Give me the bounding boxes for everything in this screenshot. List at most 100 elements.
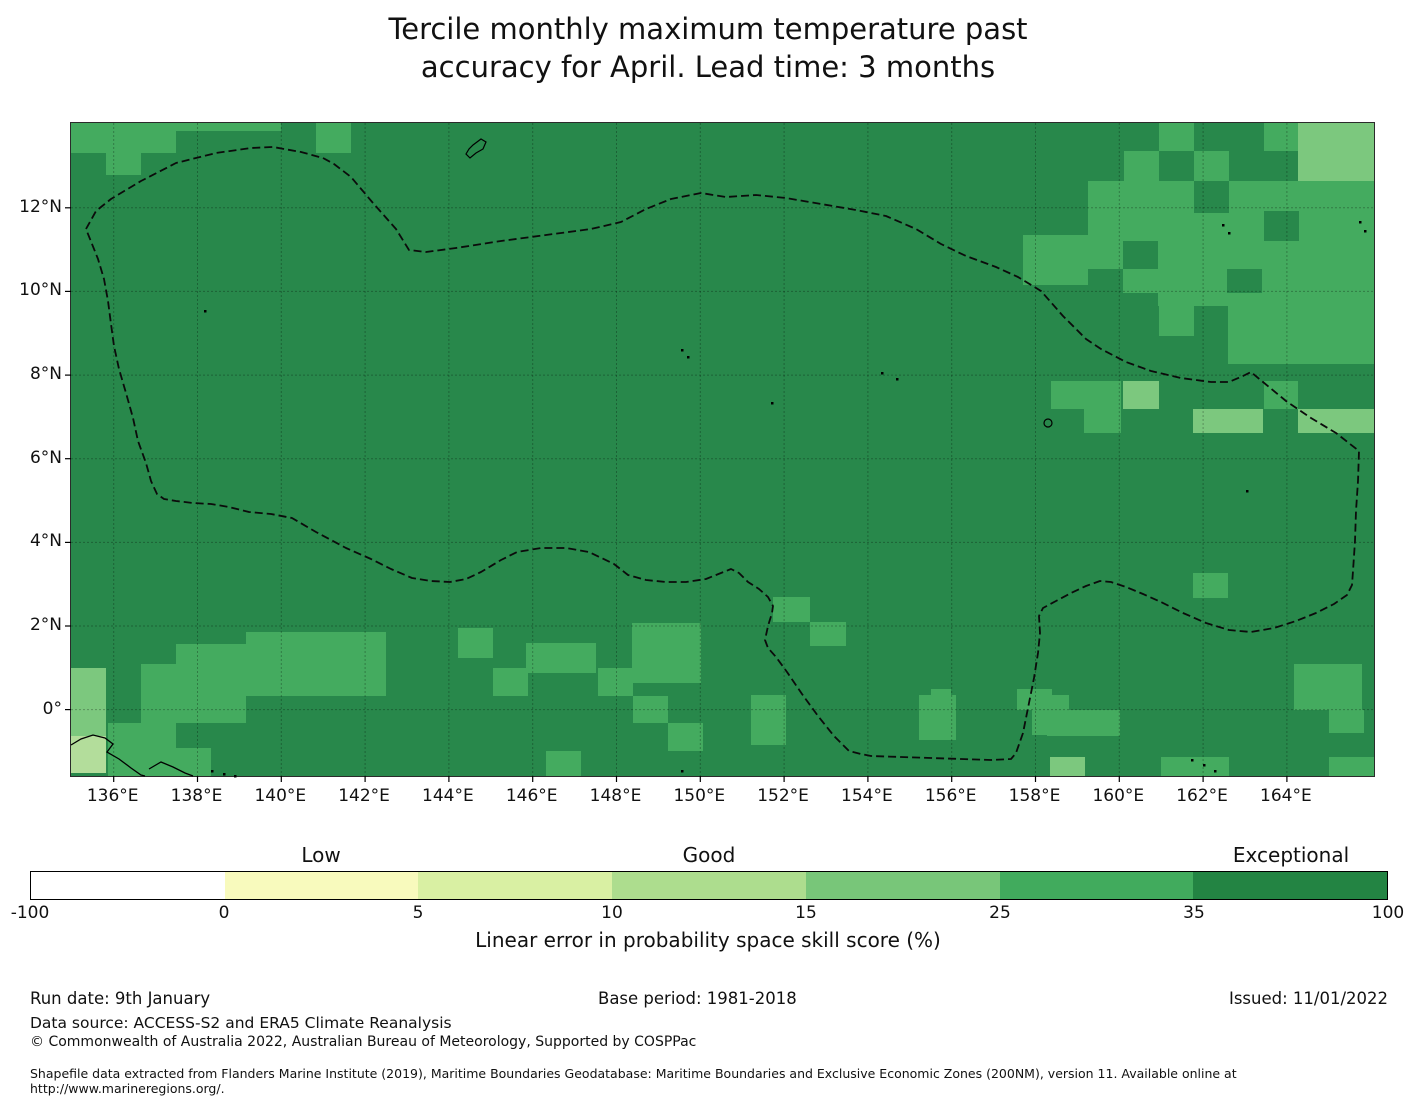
island-dot	[681, 770, 684, 773]
island-dot	[204, 310, 207, 313]
y-tick-label: 6°N	[29, 447, 62, 468]
map-cell-25-35	[751, 695, 786, 745]
colorbar-tick-label: 10	[601, 903, 623, 923]
map-canvas	[65, 123, 1374, 782]
map-cell-25-35	[1193, 573, 1228, 598]
island-dot	[1364, 230, 1367, 233]
island-dot	[1246, 490, 1249, 493]
map-cell-25-35	[810, 622, 846, 646]
map-cell-15-25	[71, 668, 106, 736]
y-tick-label: 8°N	[29, 364, 62, 385]
x-tick-label: 152°E	[757, 786, 809, 806]
map-cell-15-25	[1298, 409, 1374, 433]
x-tick-label: 158°E	[1008, 786, 1061, 806]
map-cell-25-35	[106, 153, 141, 175]
y-tick-label: 0°	[42, 698, 62, 719]
map-cell-25-35	[1084, 409, 1121, 433]
map-cell-25-35	[1159, 306, 1194, 336]
map-cell-35-100	[1264, 211, 1299, 241]
chart-title-line2: accuracy for April. Lead time: 3 months	[420, 50, 996, 85]
map-cell-25-35	[176, 664, 386, 696]
map-cell-25-35	[1051, 381, 1121, 409]
island-dot	[1191, 759, 1194, 762]
map-cell-25-35	[598, 668, 633, 696]
y-tick-label: 12°N	[19, 196, 62, 217]
y-tick-label: 10°N	[19, 280, 62, 301]
map-cell-15-25	[1193, 409, 1263, 433]
map-cell-25-35	[773, 597, 810, 622]
island-dot	[223, 773, 226, 776]
map-cell-25-35	[526, 643, 596, 673]
colorbar-segment-35-100	[1193, 872, 1388, 899]
island-dot	[1228, 232, 1231, 235]
map-cell-25-35	[632, 623, 701, 683]
map-cell-25-35	[493, 668, 528, 696]
map-cell-35-100	[1227, 269, 1262, 293]
colorbar-tick-labels: -100 0 5 10 15 25 35 100	[11, 903, 1405, 927]
map-cell-25-35	[1294, 664, 1362, 710]
island-dot	[234, 775, 237, 778]
map-cell-25-35	[633, 696, 668, 723]
island-dot	[1214, 770, 1217, 773]
map-cell-25-35	[176, 696, 246, 723]
map-cell-25-35	[108, 723, 176, 776]
island-dot	[1359, 221, 1362, 224]
island-dot	[896, 378, 899, 381]
data-source-text: Data source: ACCESS-S2 and ERA5 Climate …	[30, 1014, 452, 1032]
colorbar-segment-0-5	[224, 872, 419, 899]
colorbar-zone-labels: Low Good Exceptional	[30, 843, 1388, 869]
map-cell-25-35	[1329, 710, 1364, 733]
map-cell-25-35	[1161, 757, 1229, 776]
base-period-text: Base period: 1981-2018	[598, 989, 797, 1008]
coastline	[148, 761, 194, 777]
map-cell-25-35	[316, 123, 351, 153]
colorbar-segment-5-10	[418, 872, 613, 899]
map-cell-25-35	[1329, 757, 1374, 776]
y-tick-label: 4°N	[29, 531, 62, 552]
x-tick-label: 164°E	[1260, 786, 1312, 806]
colorbar-tick-label: -100	[10, 903, 50, 923]
colorbar: Low Good Exceptional -100 0 5 10 15 25 35 100	[11, 843, 1405, 927]
map-cell-25-35	[1124, 151, 1159, 181]
map-cell-25-35	[1264, 123, 1299, 151]
map-plot-area	[65, 122, 1375, 782]
map-cell-15-25	[1298, 123, 1374, 181]
x-tick-label: 156°E	[924, 786, 977, 806]
chart-title: Tercile monthly maximum temperature past…	[0, 10, 1416, 87]
island-dot	[211, 770, 214, 773]
x-tick-label: 144°E	[422, 786, 474, 806]
map-cell-25-35	[246, 632, 386, 664]
island-dot	[881, 372, 884, 375]
map-cell-25-35	[1228, 306, 1374, 364]
x-tick-label: 142°E	[338, 786, 390, 806]
chart-title-line1: Tercile monthly maximum temperature past	[388, 12, 1028, 46]
island-dot	[687, 356, 690, 359]
map-cell-25-35	[1047, 710, 1120, 736]
colorbar-zone-label: Good	[682, 843, 736, 867]
colorbar-caption: Linear error in probability space skill …	[475, 928, 941, 952]
colorbar-tick-label: 25	[989, 903, 1011, 923]
island-outline	[1043, 418, 1053, 428]
y-tick-label: 2°N	[29, 615, 62, 635]
colorbar-segment-15-25	[805, 872, 1000, 899]
colorbar-zone-label: Exceptional	[1232, 843, 1350, 867]
x-tick-label: 138°E	[170, 786, 223, 806]
island-outline-guam	[465, 138, 487, 159]
issued-date-text: Issued: 11/01/2022	[1228, 989, 1388, 1008]
island-dot	[681, 349, 684, 352]
map-cell-15-25	[1050, 757, 1085, 776]
colorbar-segment-10-15	[612, 872, 806, 899]
x-tick-label: 140°E	[254, 786, 307, 806]
island-dot	[1222, 224, 1225, 227]
x-tick-label: 150°E	[673, 786, 726, 806]
colorbar-tick-label: 100	[1371, 903, 1405, 923]
colorbar-segment--100-0	[31, 872, 225, 899]
x-tick-label: 148°E	[589, 786, 642, 806]
map-cell-25-35	[546, 751, 581, 776]
map-cell-25-35	[1023, 235, 1089, 285]
x-tick-label: 154°E	[841, 786, 893, 806]
shapefile-note-text: Shapefile data extracted from Flanders M…	[30, 1066, 1237, 1096]
map-cell-25-35	[1159, 123, 1194, 151]
coastline	[70, 734, 146, 777]
